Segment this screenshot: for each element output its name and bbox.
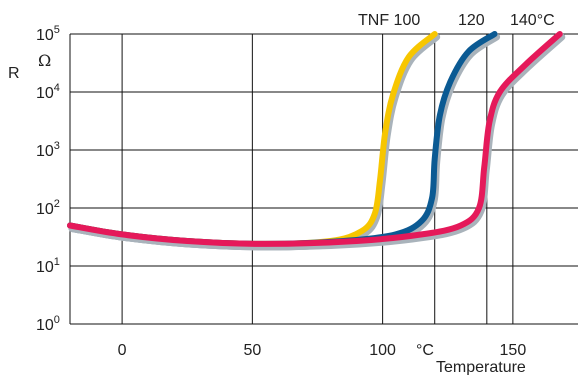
y-tick-label: 103	[36, 140, 60, 160]
x-tick-label: 150	[500, 342, 527, 359]
series-shadow-120	[68, 33, 501, 251]
y-tick-label: 102	[36, 198, 60, 218]
x-tick-label: 50	[243, 342, 261, 359]
x-tick-label: 100	[369, 342, 396, 359]
x-axis-label: Temperature	[436, 359, 526, 375]
series-line-120	[67, 31, 498, 247]
series-label-140: 140°C	[510, 12, 555, 29]
y-tick-labels: 100 101 102 103 104 105	[36, 24, 60, 334]
y-axis-label: R	[8, 65, 20, 82]
series-line-140-c	[67, 31, 563, 247]
series-label-120: 120	[458, 12, 485, 29]
y-tick-label: 101	[36, 256, 60, 276]
chart-curves	[67, 31, 566, 251]
series-label-tnf100: TNF 100	[358, 12, 420, 29]
x-tick-labels: 0 50 100 150	[118, 342, 527, 359]
x-tick-label: 0	[118, 342, 127, 359]
chart-grid	[69, 33, 578, 325]
y-tick-label: 104	[36, 82, 60, 102]
y-tick-label: 100	[36, 314, 60, 334]
y-axis-unit: Ω	[38, 51, 51, 70]
y-tick-label: 105	[36, 24, 60, 44]
x-axis-unit: °C	[416, 342, 434, 359]
